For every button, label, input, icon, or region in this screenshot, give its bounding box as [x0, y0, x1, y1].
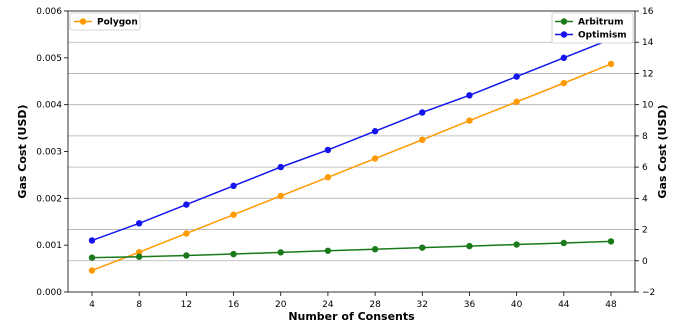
legend-optimism-marker [560, 31, 568, 38]
x-axis-title: Number of Consents [288, 310, 415, 323]
series-layer [88, 35, 615, 274]
left-y-tick-label: 0.005 [36, 54, 62, 64]
x-axis: 4 8 12 16 20 24 28 32 36 40 44 48 [89, 292, 617, 310]
legend-optimism-label: Optimism [578, 31, 627, 41]
polygon-point [371, 155, 379, 162]
x-tick-label: 16 [228, 300, 240, 310]
right-y-tick-label: 10 [642, 101, 654, 111]
left-y-tick-label: 0.004 [36, 101, 62, 111]
x-tick-label: 4 [89, 300, 95, 310]
x-tick-label: 48 [605, 300, 617, 310]
x-tick-label: 44 [558, 300, 570, 310]
left-y-tick-label: 0.006 [36, 7, 62, 17]
left-y-axis: 0.000 0.001 0.002 0.003 0.004 0.005 0.006 [36, 7, 68, 298]
optimism-point [135, 220, 143, 227]
x-tick-label: 36 [464, 300, 476, 310]
arbitrum-point [513, 241, 520, 248]
optimism-series-line [91, 38, 612, 242]
polygon-point [277, 192, 284, 200]
right-y-tick-label: −2 [642, 288, 655, 298]
legend-right-box [551, 12, 634, 44]
optimism-point [277, 163, 284, 171]
x-tick-label: 20 [275, 300, 287, 310]
right-y-tick-label: 6 [642, 163, 648, 173]
optimism-point [324, 146, 332, 154]
right-y-tick-label: 12 [642, 69, 653, 79]
legend-left: Polygon [69, 12, 141, 31]
arbitrum-point [607, 238, 615, 245]
right-y-tick-label: 2 [642, 226, 648, 236]
legend-arbitrum-label: Arbitrum [578, 18, 623, 28]
right-y-axis-title: Gas Cost (USD) [656, 104, 669, 198]
right-y-tick-label: 8 [642, 132, 648, 142]
legend-left-box [69, 12, 141, 31]
arbitrum-point [371, 246, 379, 253]
arbitrum-point [88, 254, 96, 261]
legend-polygon-marker [79, 18, 87, 25]
optimism-point [88, 237, 96, 244]
optimism-point [560, 54, 568, 62]
optimism-point [466, 92, 473, 99]
x-tick-label: 24 [322, 300, 334, 310]
polygon-point [183, 230, 190, 237]
x-tick-label: 40 [511, 300, 523, 310]
x-tick-label: 32 [417, 300, 428, 310]
optimism-point [371, 128, 379, 135]
polygon-point [419, 136, 426, 143]
left-y-tick-label: 0.000 [36, 288, 62, 298]
right-y-tick-label: 14 [642, 38, 654, 48]
x-tick-label: 8 [136, 300, 142, 310]
polygon-point [135, 248, 143, 256]
arbitrum-point [277, 249, 284, 256]
left-y-axis-title: Gas Cost (USD) [16, 104, 29, 198]
right-y-tick-label: 16 [642, 7, 654, 17]
arbitrum-point [324, 247, 332, 254]
arbitrum-point [560, 239, 568, 247]
legend-right: Arbitrum Optimism [551, 12, 634, 44]
legend-arbitrum-marker [560, 18, 568, 25]
optimism-point [183, 201, 190, 208]
arbitrum-point [230, 250, 237, 258]
arbitrum-point [466, 242, 473, 250]
polygon-point [466, 117, 473, 124]
optimism-point [419, 109, 426, 116]
polygon-point [88, 267, 96, 274]
gridlines [68, 41, 635, 262]
polygon-series-line [91, 63, 612, 272]
x-tick-label: 12 [181, 300, 192, 310]
x-tick-label: 28 [369, 300, 381, 310]
arbitrum-series-line [91, 240, 612, 259]
polygon-point [324, 174, 332, 181]
optimism-point [230, 182, 237, 190]
right-y-tick-label: 0 [642, 257, 648, 267]
arbitrum-point [419, 244, 426, 251]
left-y-tick-label: 0.001 [36, 241, 62, 251]
arbitrum-point [135, 253, 143, 260]
arbitrum-point [183, 252, 190, 259]
polygon-point [513, 98, 520, 106]
polygon-point [607, 60, 615, 68]
left-y-tick-label: 0.003 [36, 148, 62, 158]
right-y-axis: −2 0 2 4 6 8 10 12 14 16 [635, 7, 655, 298]
left-y-tick-label: 0.002 [36, 194, 62, 204]
optimism-point [513, 73, 520, 80]
polygon-point [230, 211, 237, 218]
right-y-tick-label: 4 [642, 194, 648, 204]
polygon-point [560, 79, 568, 87]
legend-polygon-label: Polygon [97, 18, 138, 28]
